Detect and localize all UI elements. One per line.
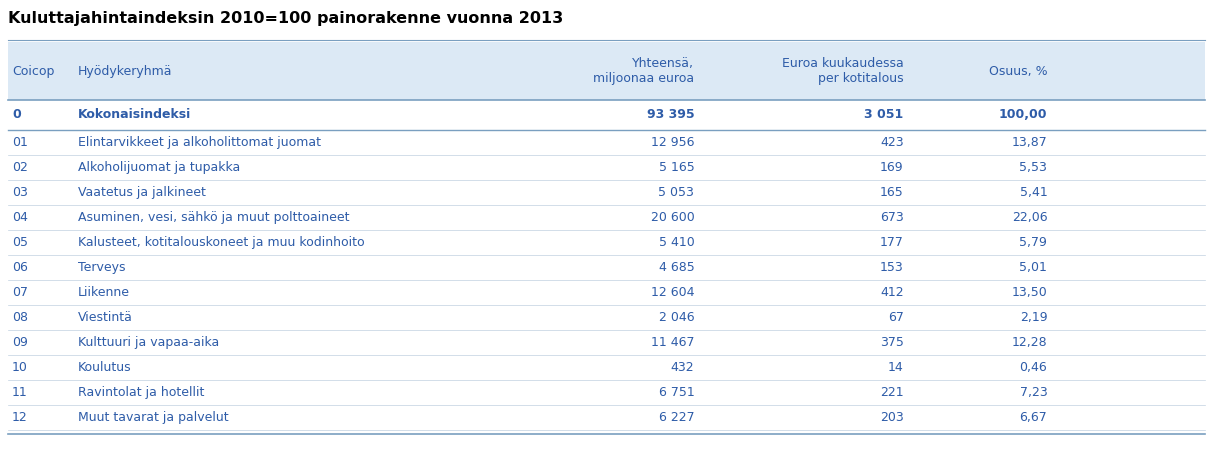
Text: 177: 177 [879, 236, 904, 249]
Text: 2,19: 2,19 [1020, 311, 1047, 324]
Text: 5 053: 5 053 [659, 186, 694, 199]
Text: Koulutus: Koulutus [78, 361, 131, 374]
Text: 11: 11 [12, 386, 28, 399]
Text: Alkoholijuomat ja tupakka: Alkoholijuomat ja tupakka [78, 161, 240, 174]
Text: 20 600: 20 600 [650, 211, 694, 224]
Text: 6 227: 6 227 [659, 411, 694, 424]
Text: Kokonaisindeksi: Kokonaisindeksi [78, 109, 192, 122]
Text: 100,00: 100,00 [998, 109, 1047, 122]
Text: Kalusteet, kotitalouskoneet ja muu kodinhoito: Kalusteet, kotitalouskoneet ja muu kodin… [78, 236, 364, 249]
Text: 11 467: 11 467 [650, 336, 694, 349]
Text: 5,53: 5,53 [1019, 161, 1047, 174]
Text: Terveys: Terveys [78, 261, 125, 274]
Text: 5,41: 5,41 [1020, 186, 1047, 199]
Text: 02: 02 [12, 161, 28, 174]
Text: Muut tavarat ja palvelut: Muut tavarat ja palvelut [78, 411, 228, 424]
Text: 0,46: 0,46 [1020, 361, 1047, 374]
Text: Liikenne: Liikenne [78, 286, 130, 299]
Text: 5,01: 5,01 [1019, 261, 1047, 274]
Text: 12,28: 12,28 [1012, 336, 1047, 349]
Text: Elintarvikkeet ja alkoholittomat juomat: Elintarvikkeet ja alkoholittomat juomat [78, 136, 320, 149]
Text: Euroa kuukaudessa
per kotitalous: Euroa kuukaudessa per kotitalous [782, 57, 904, 85]
Text: 10: 10 [12, 361, 28, 374]
Text: 673: 673 [879, 211, 904, 224]
Text: 7,23: 7,23 [1020, 386, 1047, 399]
Text: 153: 153 [879, 261, 904, 274]
Text: 0: 0 [12, 109, 21, 122]
Text: 412: 412 [881, 286, 904, 299]
Text: Asuminen, vesi, sähkö ja muut polttoaineet: Asuminen, vesi, sähkö ja muut polttoaine… [78, 211, 349, 224]
Text: 09: 09 [12, 336, 28, 349]
Text: 22,06: 22,06 [1012, 211, 1047, 224]
Text: 169: 169 [881, 161, 904, 174]
Text: Vaatetus ja jalkineet: Vaatetus ja jalkineet [78, 186, 206, 199]
Text: Viestintä: Viestintä [78, 311, 132, 324]
Text: Ravintolat ja hotellit: Ravintolat ja hotellit [78, 386, 204, 399]
Text: 12 604: 12 604 [650, 286, 694, 299]
Text: 6,67: 6,67 [1020, 411, 1047, 424]
Text: 08: 08 [12, 311, 28, 324]
Text: 12 956: 12 956 [650, 136, 694, 149]
Text: Yhteensä,
miljoonaa euroa: Yhteensä, miljoonaa euroa [593, 57, 694, 85]
Text: 375: 375 [879, 336, 904, 349]
Text: Kulttuuri ja vapaa-aika: Kulttuuri ja vapaa-aika [78, 336, 220, 349]
Text: 05: 05 [12, 236, 28, 249]
Text: Kuluttajahintaindeksin 2010=100 painorakenne vuonna 2013: Kuluttajahintaindeksin 2010=100 painorak… [8, 10, 563, 25]
Text: 5 165: 5 165 [659, 161, 694, 174]
Text: 13,50: 13,50 [1012, 286, 1047, 299]
Text: 67: 67 [888, 311, 904, 324]
Text: Osuus, %: Osuus, % [989, 64, 1047, 78]
Text: 3 051: 3 051 [865, 109, 904, 122]
Text: 12: 12 [12, 411, 28, 424]
Text: Hyödykeryhmä: Hyödykeryhmä [78, 64, 172, 78]
Text: 93 395: 93 395 [647, 109, 694, 122]
Text: 14: 14 [888, 361, 904, 374]
Text: 203: 203 [879, 411, 904, 424]
Text: 5,79: 5,79 [1019, 236, 1047, 249]
Text: 4 685: 4 685 [659, 261, 694, 274]
Text: 423: 423 [881, 136, 904, 149]
Text: 01: 01 [12, 136, 28, 149]
Text: 432: 432 [671, 361, 694, 374]
Text: 07: 07 [12, 286, 28, 299]
Text: Coicop: Coicop [12, 64, 55, 78]
Text: 221: 221 [881, 386, 904, 399]
Text: 03: 03 [12, 186, 28, 199]
Text: 165: 165 [879, 186, 904, 199]
Text: 6 751: 6 751 [659, 386, 694, 399]
Text: 13,87: 13,87 [1012, 136, 1047, 149]
Text: 04: 04 [12, 211, 28, 224]
Text: 2 046: 2 046 [659, 311, 694, 324]
Text: 5 410: 5 410 [659, 236, 694, 249]
Text: 06: 06 [12, 261, 28, 274]
